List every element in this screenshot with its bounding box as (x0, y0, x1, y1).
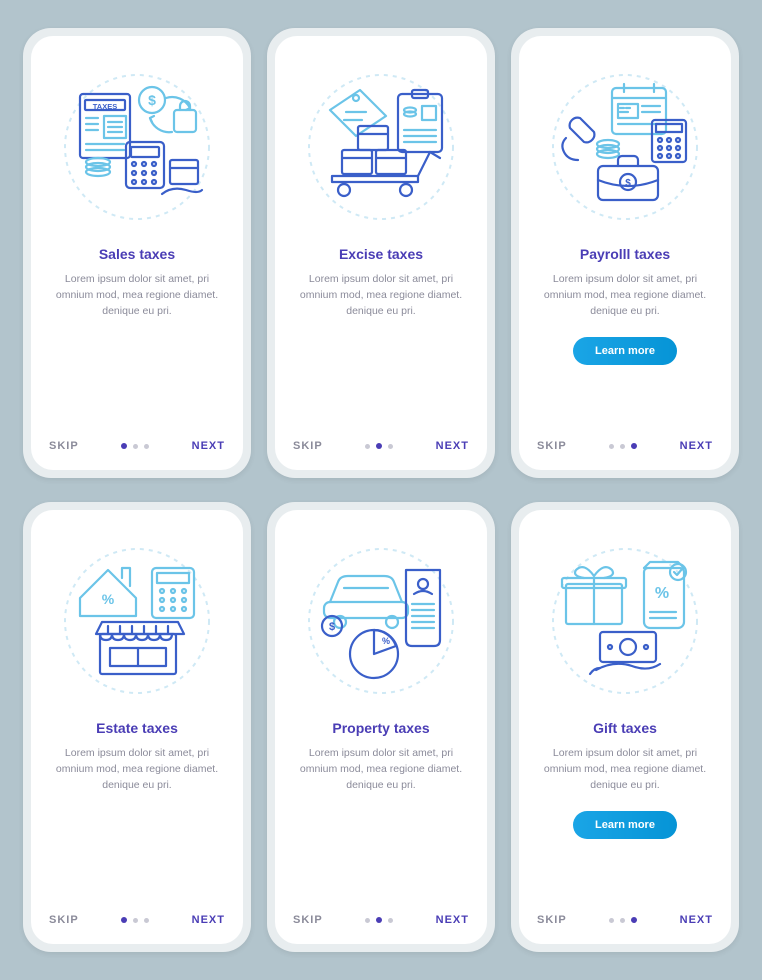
phone-frame-excise: Excise taxes Lorem ipsum dolor sit amet,… (267, 28, 495, 478)
next-button[interactable]: NEXT (680, 440, 713, 452)
dot-2[interactable] (133, 444, 138, 449)
screen-title: Excise taxes (339, 246, 423, 262)
gift-taxes-icon: % (540, 536, 710, 706)
nav-footer: SKIP NEXT (537, 914, 713, 926)
screen-title: Sales taxes (99, 246, 175, 262)
learn-more-button[interactable]: Learn more (573, 811, 677, 839)
next-button[interactable]: NEXT (680, 914, 713, 926)
nav-footer: SKIP NEXT (49, 440, 225, 452)
sales-taxes-icon: TAXES $ (52, 62, 222, 232)
page-dots (609, 917, 637, 923)
nav-footer: SKIP NEXT (293, 914, 469, 926)
dot-3[interactable] (388, 918, 393, 923)
screen-estate: % (31, 510, 243, 944)
next-button[interactable]: NEXT (436, 914, 469, 926)
dot-3[interactable] (631, 443, 637, 449)
page-dots (365, 917, 393, 923)
screen-title: Property taxes (332, 720, 429, 736)
property-taxes-icon: $ % (296, 536, 466, 706)
dot-3[interactable] (144, 918, 149, 923)
svg-text:%: % (382, 636, 390, 646)
phone-frame-property: $ % (267, 502, 495, 952)
onboarding-grid: TAXES $ (23, 28, 739, 952)
dot-3[interactable] (388, 444, 393, 449)
dot-2[interactable] (620, 444, 625, 449)
screen-description: Lorem ipsum dolor sit amet, pri omnium m… (537, 746, 713, 793)
screen-excise: Excise taxes Lorem ipsum dolor sit amet,… (275, 36, 487, 470)
learn-more-button[interactable]: Learn more (573, 337, 677, 365)
screen-title: Gift taxes (593, 720, 657, 736)
screen-property: $ % (275, 510, 487, 944)
screen-description: Lorem ipsum dolor sit amet, pri omnium m… (293, 272, 469, 319)
dot-1[interactable] (365, 444, 370, 449)
screen-title: Estate taxes (96, 720, 178, 736)
next-button[interactable]: NEXT (436, 440, 469, 452)
phone-frame-payroll: $ Payrolll taxes Lorem ipsum dolor sit a… (511, 28, 739, 478)
svg-text:$: $ (329, 621, 335, 633)
next-button[interactable]: NEXT (192, 914, 225, 926)
excise-taxes-icon (296, 62, 466, 232)
screen-payroll: $ Payrolll taxes Lorem ipsum dolor sit a… (519, 36, 731, 470)
skip-button[interactable]: SKIP (49, 440, 79, 452)
skip-button[interactable]: SKIP (49, 914, 79, 926)
dot-1[interactable] (121, 443, 127, 449)
skip-button[interactable]: SKIP (293, 914, 323, 926)
screen-description: Lorem ipsum dolor sit amet, pri omnium m… (49, 272, 225, 319)
dot-1[interactable] (609, 918, 614, 923)
skip-button[interactable]: SKIP (537, 440, 567, 452)
page-dots (121, 443, 149, 449)
phone-frame-sales: TAXES $ (23, 28, 251, 478)
screen-sales: TAXES $ (31, 36, 243, 470)
svg-text:%: % (102, 591, 115, 607)
dot-1[interactable] (365, 918, 370, 923)
phone-frame-gift: % Gift taxes Lorem ipsum dolor (511, 502, 739, 952)
screen-gift: % Gift taxes Lorem ipsum dolor (519, 510, 731, 944)
dot-1[interactable] (121, 917, 127, 923)
screen-description: Lorem ipsum dolor sit amet, pri omnium m… (49, 746, 225, 793)
dot-2[interactable] (620, 918, 625, 923)
dot-1[interactable] (609, 444, 614, 449)
svg-text:$: $ (148, 92, 156, 108)
dot-2[interactable] (376, 443, 382, 449)
page-dots (365, 443, 393, 449)
payroll-taxes-icon: $ (540, 62, 710, 232)
phone-frame-estate: % (23, 502, 251, 952)
nav-footer: SKIP NEXT (537, 440, 713, 452)
nav-footer: SKIP NEXT (293, 440, 469, 452)
dot-2[interactable] (133, 918, 138, 923)
screen-description: Lorem ipsum dolor sit amet, pri omnium m… (293, 746, 469, 793)
estate-taxes-icon: % (52, 536, 222, 706)
nav-footer: SKIP NEXT (49, 914, 225, 926)
next-button[interactable]: NEXT (192, 440, 225, 452)
screen-title: Payrolll taxes (580, 246, 670, 262)
skip-button[interactable]: SKIP (293, 440, 323, 452)
svg-text:%: % (655, 585, 669, 602)
svg-text:$: $ (625, 178, 631, 189)
page-dots (121, 917, 149, 923)
page-dots (609, 443, 637, 449)
dot-3[interactable] (631, 917, 637, 923)
dot-3[interactable] (144, 444, 149, 449)
screen-description: Lorem ipsum dolor sit amet, pri omnium m… (537, 272, 713, 319)
svg-text:TAXES: TAXES (93, 102, 117, 111)
dot-2[interactable] (376, 917, 382, 923)
skip-button[interactable]: SKIP (537, 914, 567, 926)
